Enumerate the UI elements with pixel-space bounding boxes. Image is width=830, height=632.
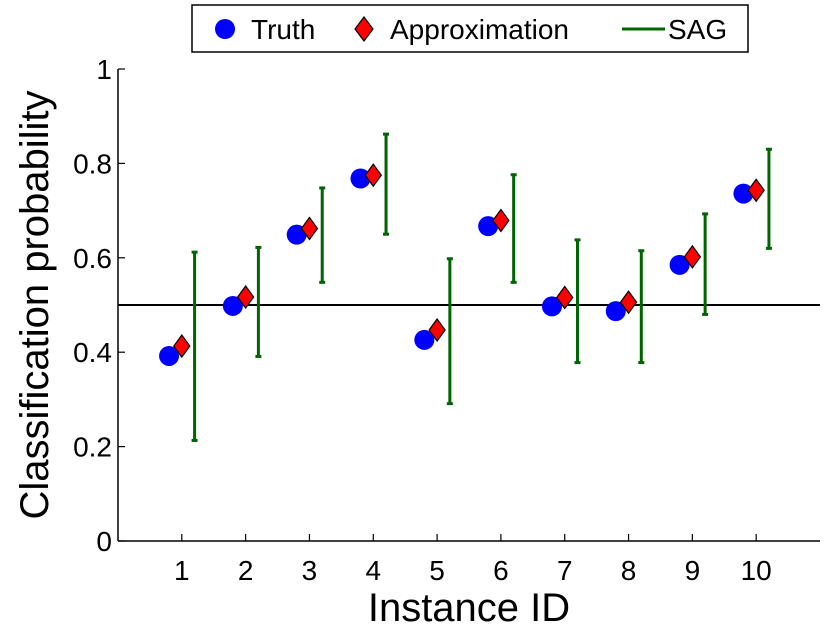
legend: Truth Approximation SAG	[191, 4, 749, 53]
legend-approximation-marker	[354, 16, 374, 42]
sag-errorbar	[255, 245, 262, 358]
y-axis-title: Classification probability	[13, 90, 57, 519]
x-tick-label: 1	[174, 555, 190, 586]
y-tick-label: 1	[96, 54, 112, 85]
x-tick-label: 7	[557, 555, 573, 586]
sag-errorbar	[638, 249, 645, 365]
legend-truth-label: Truth	[251, 14, 315, 45]
y-tick-label: 0.4	[73, 337, 112, 368]
approximation-point	[555, 285, 574, 310]
y-tick-label: 0.6	[73, 243, 112, 274]
approximation-point	[619, 290, 638, 315]
approximation-point	[683, 244, 702, 269]
truth-point	[605, 301, 626, 322]
approximation-point	[173, 334, 191, 359]
x-tick-label: 10	[741, 555, 772, 586]
x-tick-label: 8	[621, 555, 637, 586]
x-tick-label: 6	[493, 555, 509, 586]
sag-errorbar	[765, 147, 772, 250]
x-tick-label: 3	[302, 555, 318, 586]
truth-point	[222, 295, 243, 316]
approximation-point	[747, 178, 765, 203]
sag-errorbar	[446, 257, 453, 406]
approximation-point	[428, 317, 446, 343]
truth-point	[350, 168, 371, 189]
truth-point	[733, 183, 754, 204]
truth-point	[414, 329, 435, 350]
x-tick-label: 4	[365, 555, 381, 586]
legend-approximation-label: Approximation	[390, 14, 569, 45]
truth-point	[541, 296, 562, 317]
sag-errorbar	[510, 173, 517, 284]
y-tick-label: 0.2	[73, 432, 112, 463]
x-tick-label: 2	[238, 555, 254, 586]
legend-sag-label: SAG	[668, 14, 727, 45]
approximation-point	[364, 163, 383, 188]
truth-point	[159, 345, 180, 366]
approximation-point	[300, 216, 319, 241]
x-axis-title: Instance ID	[368, 586, 570, 630]
x-tick-label: 9	[685, 555, 701, 586]
truth-point	[669, 254, 690, 275]
approximation-point	[492, 208, 510, 233]
y-tick-label: 0.8	[73, 148, 112, 179]
sag-errorbar	[319, 186, 326, 284]
approximation-point	[236, 284, 255, 309]
x-tick-label: 5	[429, 555, 445, 586]
sag-errorbar	[191, 250, 198, 442]
legend-truth-marker	[215, 19, 235, 39]
sag-errorbar	[574, 238, 581, 365]
y-tick-label: 0	[96, 526, 112, 557]
sag-errorbar	[383, 132, 390, 236]
sag-errorbar	[702, 212, 709, 316]
